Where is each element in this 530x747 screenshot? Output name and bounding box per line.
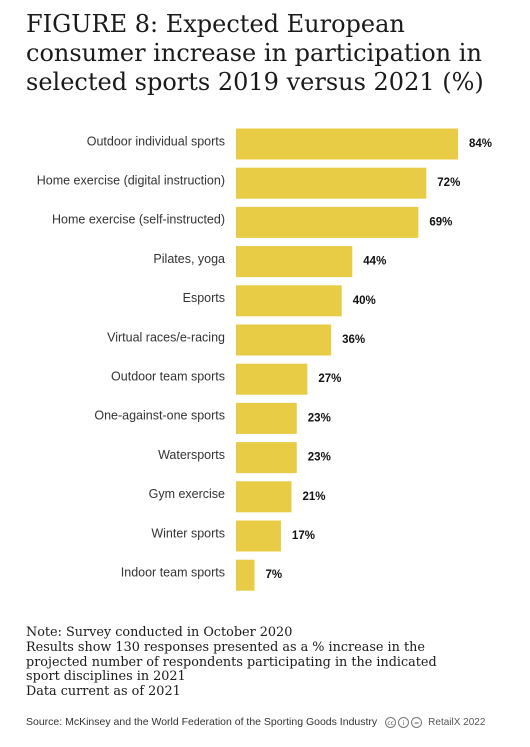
category-label: Indoor team sports bbox=[121, 565, 225, 579]
value-label: 36% bbox=[342, 334, 365, 346]
bar-chart: Outdoor individual sports 84% Home exercis… bbox=[37, 128, 492, 591]
bar bbox=[236, 206, 419, 238]
bar bbox=[236, 559, 255, 591]
bar bbox=[236, 520, 281, 552]
bar bbox=[236, 402, 297, 434]
note-line: sport disciplines in 2021 bbox=[26, 669, 186, 685]
category-label: Gym exercise bbox=[149, 487, 225, 501]
value-label: 23% bbox=[308, 452, 331, 464]
category-label: Outdoor team sports bbox=[111, 369, 225, 383]
chart-title: FIGURE 8: Expected European consumer inc… bbox=[26, 10, 484, 96]
license-icons: cc i = bbox=[385, 716, 423, 728]
value-label: 17% bbox=[292, 530, 315, 542]
category-label: Outdoor individual sports bbox=[87, 134, 225, 148]
category-label: Esports bbox=[183, 291, 225, 305]
bar bbox=[236, 128, 458, 160]
footer: Source: McKinsey and the World Federatio… bbox=[26, 716, 506, 728]
value-label: 27% bbox=[318, 373, 341, 385]
bar bbox=[236, 285, 342, 317]
value-label: 7% bbox=[266, 569, 283, 581]
bar bbox=[236, 363, 308, 395]
category-label: Virtual races/e-racing bbox=[107, 330, 225, 344]
value-label: 72% bbox=[437, 177, 460, 189]
source-text: Source: McKinsey and the World Federatio… bbox=[26, 716, 378, 728]
bar bbox=[236, 246, 353, 278]
bar bbox=[236, 442, 297, 474]
nd-icon: = bbox=[411, 716, 423, 728]
note-line: projected number of respondents particip… bbox=[26, 654, 437, 670]
category-label: Watersports bbox=[158, 448, 225, 462]
category-label: Home exercise (digital instruction) bbox=[37, 173, 225, 187]
note-line: Results show 130 responses presented as … bbox=[26, 639, 425, 655]
brand-label: RetailX 2022 bbox=[428, 716, 486, 728]
category-label: Home exercise (self-instructed) bbox=[52, 213, 225, 227]
note-line: Note: Survey conducted in October 2020 bbox=[26, 625, 293, 640]
notes-block: Note: Survey conducted in October 2020 R… bbox=[26, 625, 516, 700]
cc-icon: cc bbox=[385, 716, 397, 728]
category-label: One-against-one sports bbox=[94, 409, 225, 423]
value-label: 69% bbox=[429, 216, 452, 228]
bar bbox=[236, 324, 332, 356]
value-label: 84% bbox=[469, 138, 492, 150]
value-label: 40% bbox=[353, 295, 376, 307]
category-label: Winter sports bbox=[151, 526, 225, 540]
by-icon: i bbox=[398, 716, 410, 728]
bar bbox=[236, 167, 427, 199]
value-label: 21% bbox=[303, 491, 326, 503]
bar bbox=[236, 481, 292, 513]
value-label: 44% bbox=[363, 256, 386, 268]
note-line: Data current as of 2021 bbox=[26, 684, 181, 700]
category-label: Pilates, yoga bbox=[153, 252, 225, 266]
value-label: 23% bbox=[308, 412, 331, 424]
